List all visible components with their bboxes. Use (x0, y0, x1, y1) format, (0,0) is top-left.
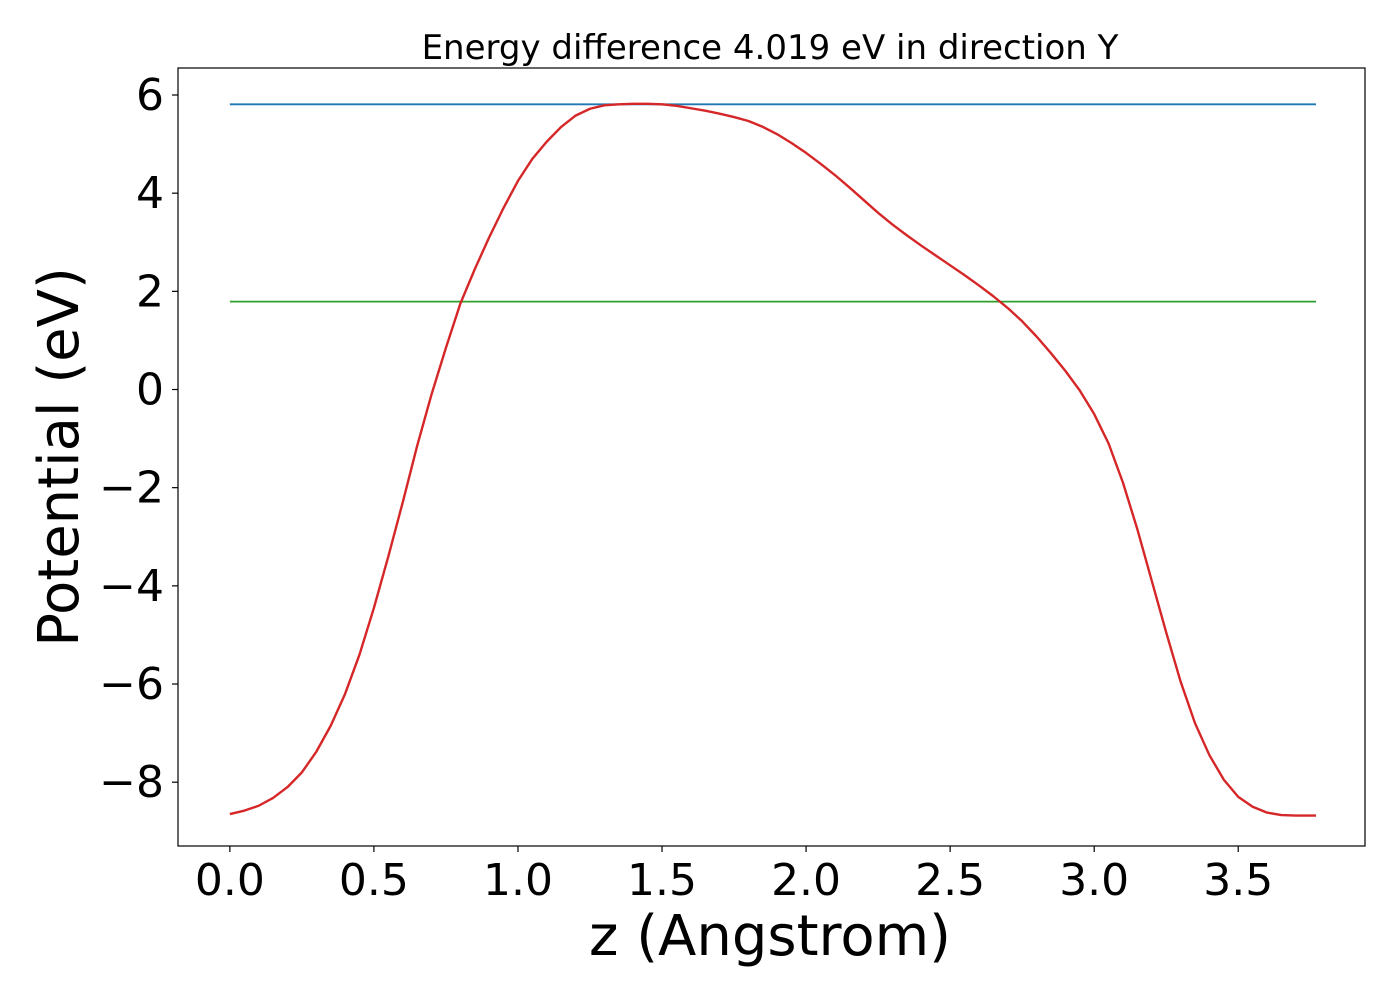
y-axis: −8 −6 −4 −2 0 2 4 6 (99, 70, 178, 808)
x-tick-label: 0.0 (195, 855, 265, 906)
x-tick-label: 1.5 (627, 855, 697, 906)
y-tick-label: −8 (99, 757, 164, 808)
y-tick-label: 0 (136, 365, 164, 416)
x-tick-label: 2.0 (771, 855, 841, 906)
x-tick-label: 3.0 (1059, 855, 1129, 906)
x-axis: 0.0 0.5 1.0 1.5 2.0 2.5 3.0 3.5 (195, 846, 1273, 906)
y-tick-label: 6 (136, 70, 164, 121)
x-tick-label: 2.5 (915, 855, 985, 906)
x-tick-label: 3.5 (1203, 855, 1273, 906)
y-tick-label: −6 (99, 659, 164, 710)
x-tick-label: 0.5 (339, 855, 409, 906)
x-axis-title: z (Angstrom) (589, 904, 951, 969)
x-tick-label: 1.0 (483, 855, 553, 906)
series-line-3 (229, 102, 1317, 817)
chart-title: Energy difference 4.019 eV in direction … (422, 28, 1119, 68)
y-axis-title: Potential (eV) (27, 267, 92, 647)
series-layer (229, 102, 1317, 817)
y-tick-label: −2 (99, 463, 164, 514)
y-tick-label: 4 (136, 168, 164, 219)
y-tick-label: −4 (99, 561, 164, 612)
y-tick-label: 2 (136, 266, 164, 317)
plot-area-frame (177, 67, 1366, 847)
